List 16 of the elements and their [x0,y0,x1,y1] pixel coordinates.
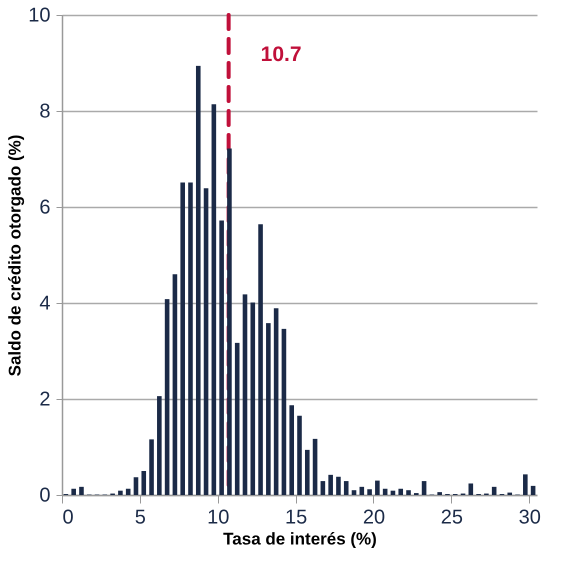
y-axis-title: Saldo de crédito otorgado (%) [5,134,24,376]
y-tick-label: 4 [39,292,50,314]
x-tick-label: 0 [62,506,74,528]
x-tick-label: 25 [440,506,463,528]
x-tick-label: 15 [284,506,308,528]
y-tick-label: 8 [39,100,50,122]
y-tick-label: 10 [28,4,50,26]
x-tick-label: 5 [134,506,146,528]
x-tick-label: 10 [207,506,230,528]
x-tick-label: 20 [362,506,386,528]
y-tick-label: 6 [39,196,50,218]
x-axis-title: Tasa de interés (%) [223,530,377,548]
ref-line-label: 10.7 [260,43,302,66]
y-tick-label: 2 [39,388,50,410]
y-tick-label: 0 [39,484,50,506]
x-tick-label: 30 [518,506,541,528]
